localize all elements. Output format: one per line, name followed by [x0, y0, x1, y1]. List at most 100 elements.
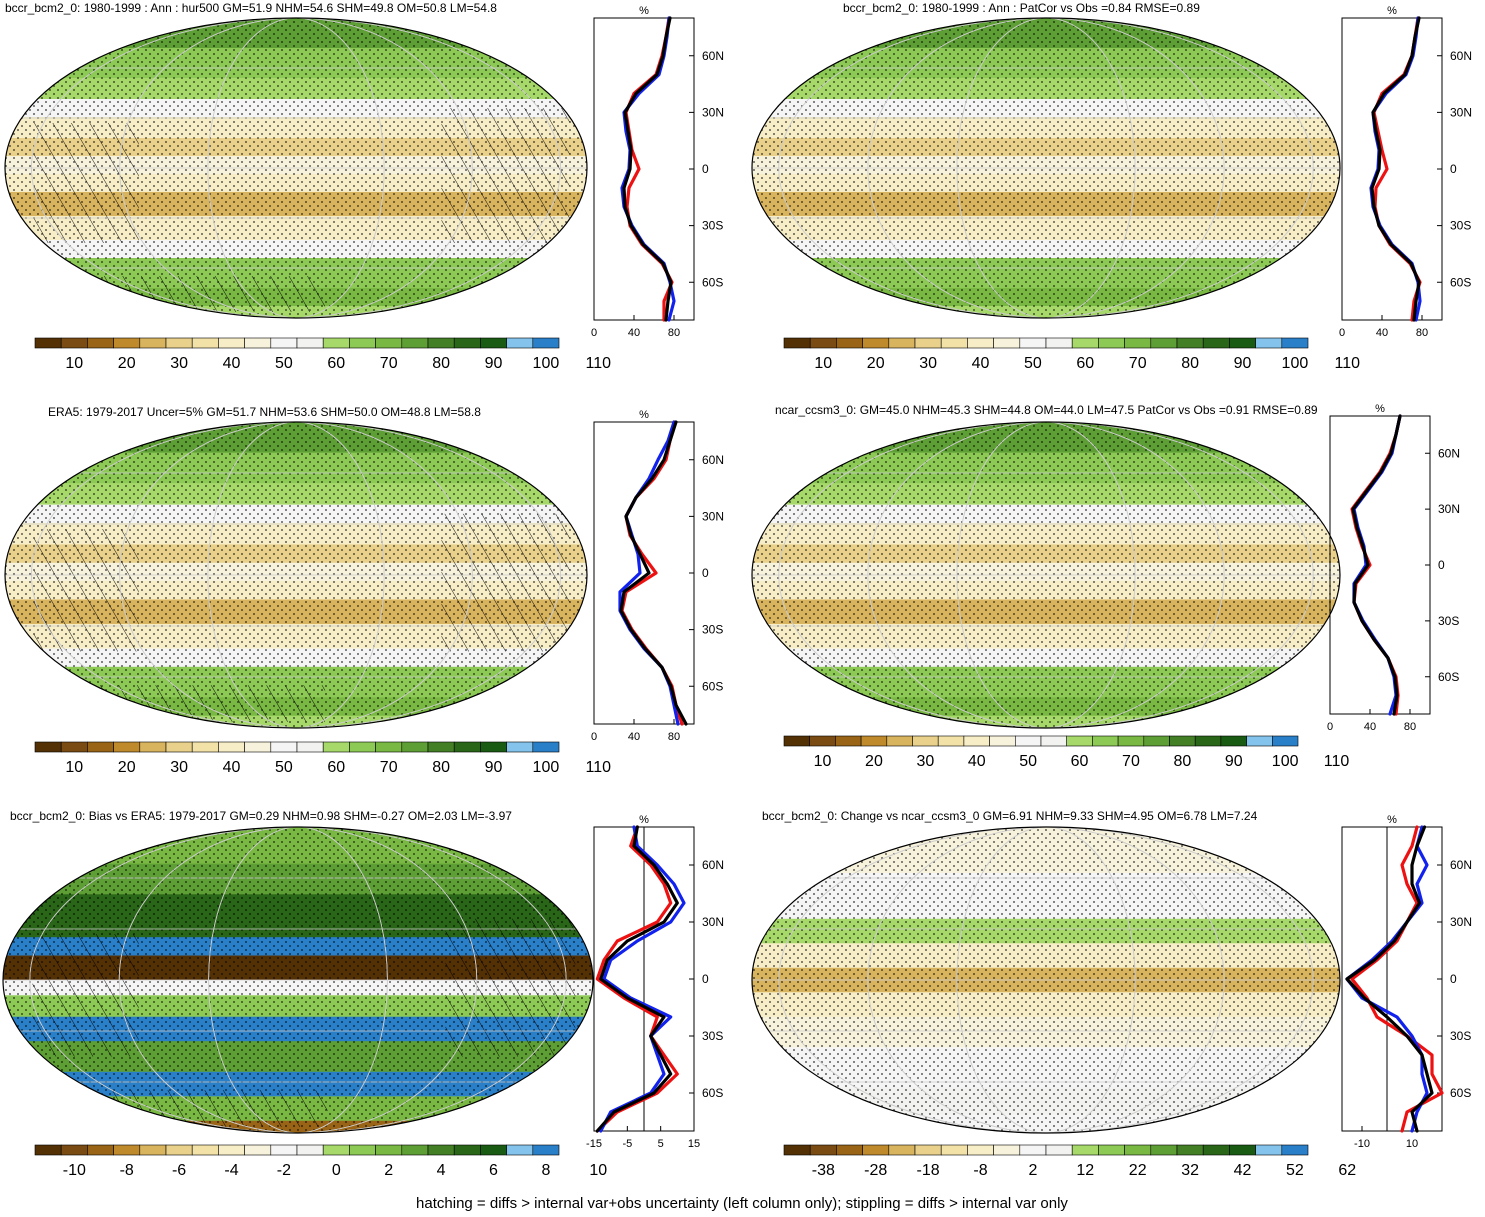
colorbar-label: 4 [437, 1162, 446, 1179]
profile-lat-label: 60N [702, 858, 724, 872]
profile-x-tick: 0 [591, 731, 597, 743]
colorbar-swatch [1229, 337, 1256, 349]
profile-series-black [619, 420, 688, 726]
colorbar-swatch [835, 735, 862, 747]
map [752, 827, 1340, 1133]
colorbar-swatch [244, 337, 272, 349]
colorbar-swatch [191, 741, 219, 753]
profile-lat-label: 30S [1450, 1029, 1471, 1043]
colorbar-swatch [139, 1144, 167, 1156]
colorbar-label: 40 [223, 355, 241, 372]
colorbar-swatch [60, 741, 88, 753]
colorbar-swatch [532, 1144, 560, 1156]
colorbar-label: -4 [224, 1162, 238, 1179]
profile-unit: % [639, 5, 649, 17]
colorbar-swatch [349, 337, 376, 349]
profile-x-tick: 40 [1376, 327, 1388, 339]
colorbar-swatch [1281, 1144, 1309, 1156]
zonal-profile: % 0 40 80 60N 30N 0 30S 60S [591, 5, 724, 339]
colorbar-swatch [375, 337, 403, 349]
profile-series-black [622, 16, 673, 322]
profile-lat-label: 60S [1438, 670, 1459, 684]
colorbar: -38 -28 -18 -8 2 12 22 32 42 52 62 [783, 1144, 1356, 1179]
panel-title: bccr_bcm2_0: 1980-1999 : Ann : hur500 GM… [5, 1, 497, 15]
profile-unit: % [1387, 5, 1397, 17]
colorbar-swatch [1281, 337, 1309, 349]
colorbar-swatch [1143, 735, 1170, 747]
colorbar-label: 30 [170, 355, 188, 372]
colorbar-swatch [401, 1144, 429, 1156]
colorbar-label: 20 [865, 753, 883, 770]
panel-p6: bccr_bcm2_0: Change vs ncar_ccsm3_0 GM=6… [751, 809, 1472, 1179]
colorbar-label: 50 [275, 759, 293, 776]
colorbar-label: 62 [1338, 1162, 1356, 1179]
profile-lat-label: 30S [702, 623, 723, 637]
profile-lat-label: 60S [702, 679, 723, 693]
panel-title: ncar_ccsm3_0: GM=45.0 NHM=45.3 SHM=44.8 … [775, 403, 1318, 417]
panel-p2: bccr_bcm2_0: 1980-1999 : Ann : PatCor vs… [751, 1, 1472, 372]
colorbar-swatch [480, 1144, 507, 1156]
colorbar-swatch [191, 337, 219, 349]
profile-x-tick: 40 [628, 327, 640, 339]
colorbar-swatch [1124, 337, 1152, 349]
colorbar-swatch [139, 741, 167, 753]
zonal-profile: % 0 40 80 60N 30N 0 30S 60S [1339, 5, 1472, 339]
colorbar-swatch [113, 337, 141, 349]
colorbar-swatch [60, 337, 88, 349]
colorbar-swatch [349, 1144, 376, 1156]
panel-title: ERA5: 1979-2017 Uncer=5% GM=51.7 NHM=53.… [48, 405, 481, 419]
profile-unit: % [1375, 403, 1385, 415]
colorbar-swatch [87, 337, 114, 349]
colorbar-swatch [809, 735, 836, 747]
colorbar-swatch [886, 735, 913, 747]
colorbar-swatch [375, 1144, 403, 1156]
colorbar-label: 12 [1076, 1162, 1094, 1179]
colorbar-swatch [993, 337, 1021, 349]
colorbar-swatch [809, 337, 837, 349]
profile-lat-label: 30S [702, 1029, 723, 1043]
colorbar-swatch [165, 741, 193, 753]
colorbar-label: 90 [1225, 753, 1243, 770]
colorbar-swatch [506, 741, 534, 753]
colorbar-swatch [860, 735, 888, 747]
colorbar-swatch [963, 735, 990, 747]
profile-lat-label: 30N [702, 509, 724, 523]
colorbar-label: -2 [277, 1162, 291, 1179]
colorbar-swatch [1066, 735, 1093, 747]
colorbar-swatch [1229, 1144, 1256, 1156]
colorbar-swatch [940, 337, 968, 349]
profile-frame [1329, 415, 1431, 715]
profile-lat-label: 0 [702, 972, 709, 986]
colorbar-label: 30 [170, 759, 188, 776]
colorbar-swatch [191, 1144, 219, 1156]
colorbar-label: 20 [118, 355, 136, 372]
colorbar-swatch [1220, 735, 1247, 747]
colorbar-label: 110 [586, 759, 612, 776]
colorbar-label: 80 [1181, 355, 1199, 372]
colorbar-swatch [914, 1144, 942, 1156]
colorbar-swatch [914, 337, 942, 349]
colorbar-swatch [218, 337, 245, 349]
colorbar: 10 20 30 40 50 60 70 80 90 100 110 [34, 741, 612, 776]
profile-frame [593, 17, 695, 321]
colorbar-swatch [427, 741, 455, 753]
colorbar-swatch [270, 741, 298, 753]
colorbar-swatch [1124, 1144, 1152, 1156]
colorbar-label: 50 [275, 355, 293, 372]
colorbar-swatch [1202, 1144, 1230, 1156]
colorbar-swatch [270, 337, 298, 349]
colorbar-label: 70 [1122, 753, 1140, 770]
colorbar-label: 80 [432, 355, 450, 372]
profile-series-blue [599, 825, 686, 1133]
colorbar-swatch [165, 337, 193, 349]
profile-lat-label: 60N [702, 49, 724, 63]
panel-p1: bccr_bcm2_0: 1980-1999 : Ann : hur500 GM… [4, 1, 724, 372]
colorbar-label: 110 [1324, 753, 1350, 770]
profile-series-red [624, 16, 674, 322]
colorbar-swatch [322, 337, 350, 349]
colorbar-swatch [912, 735, 939, 747]
profile-x-tick: 40 [628, 731, 640, 743]
colorbar-swatch [888, 337, 916, 349]
profile-unit: % [639, 409, 649, 421]
colorbar-swatch [1246, 735, 1273, 747]
